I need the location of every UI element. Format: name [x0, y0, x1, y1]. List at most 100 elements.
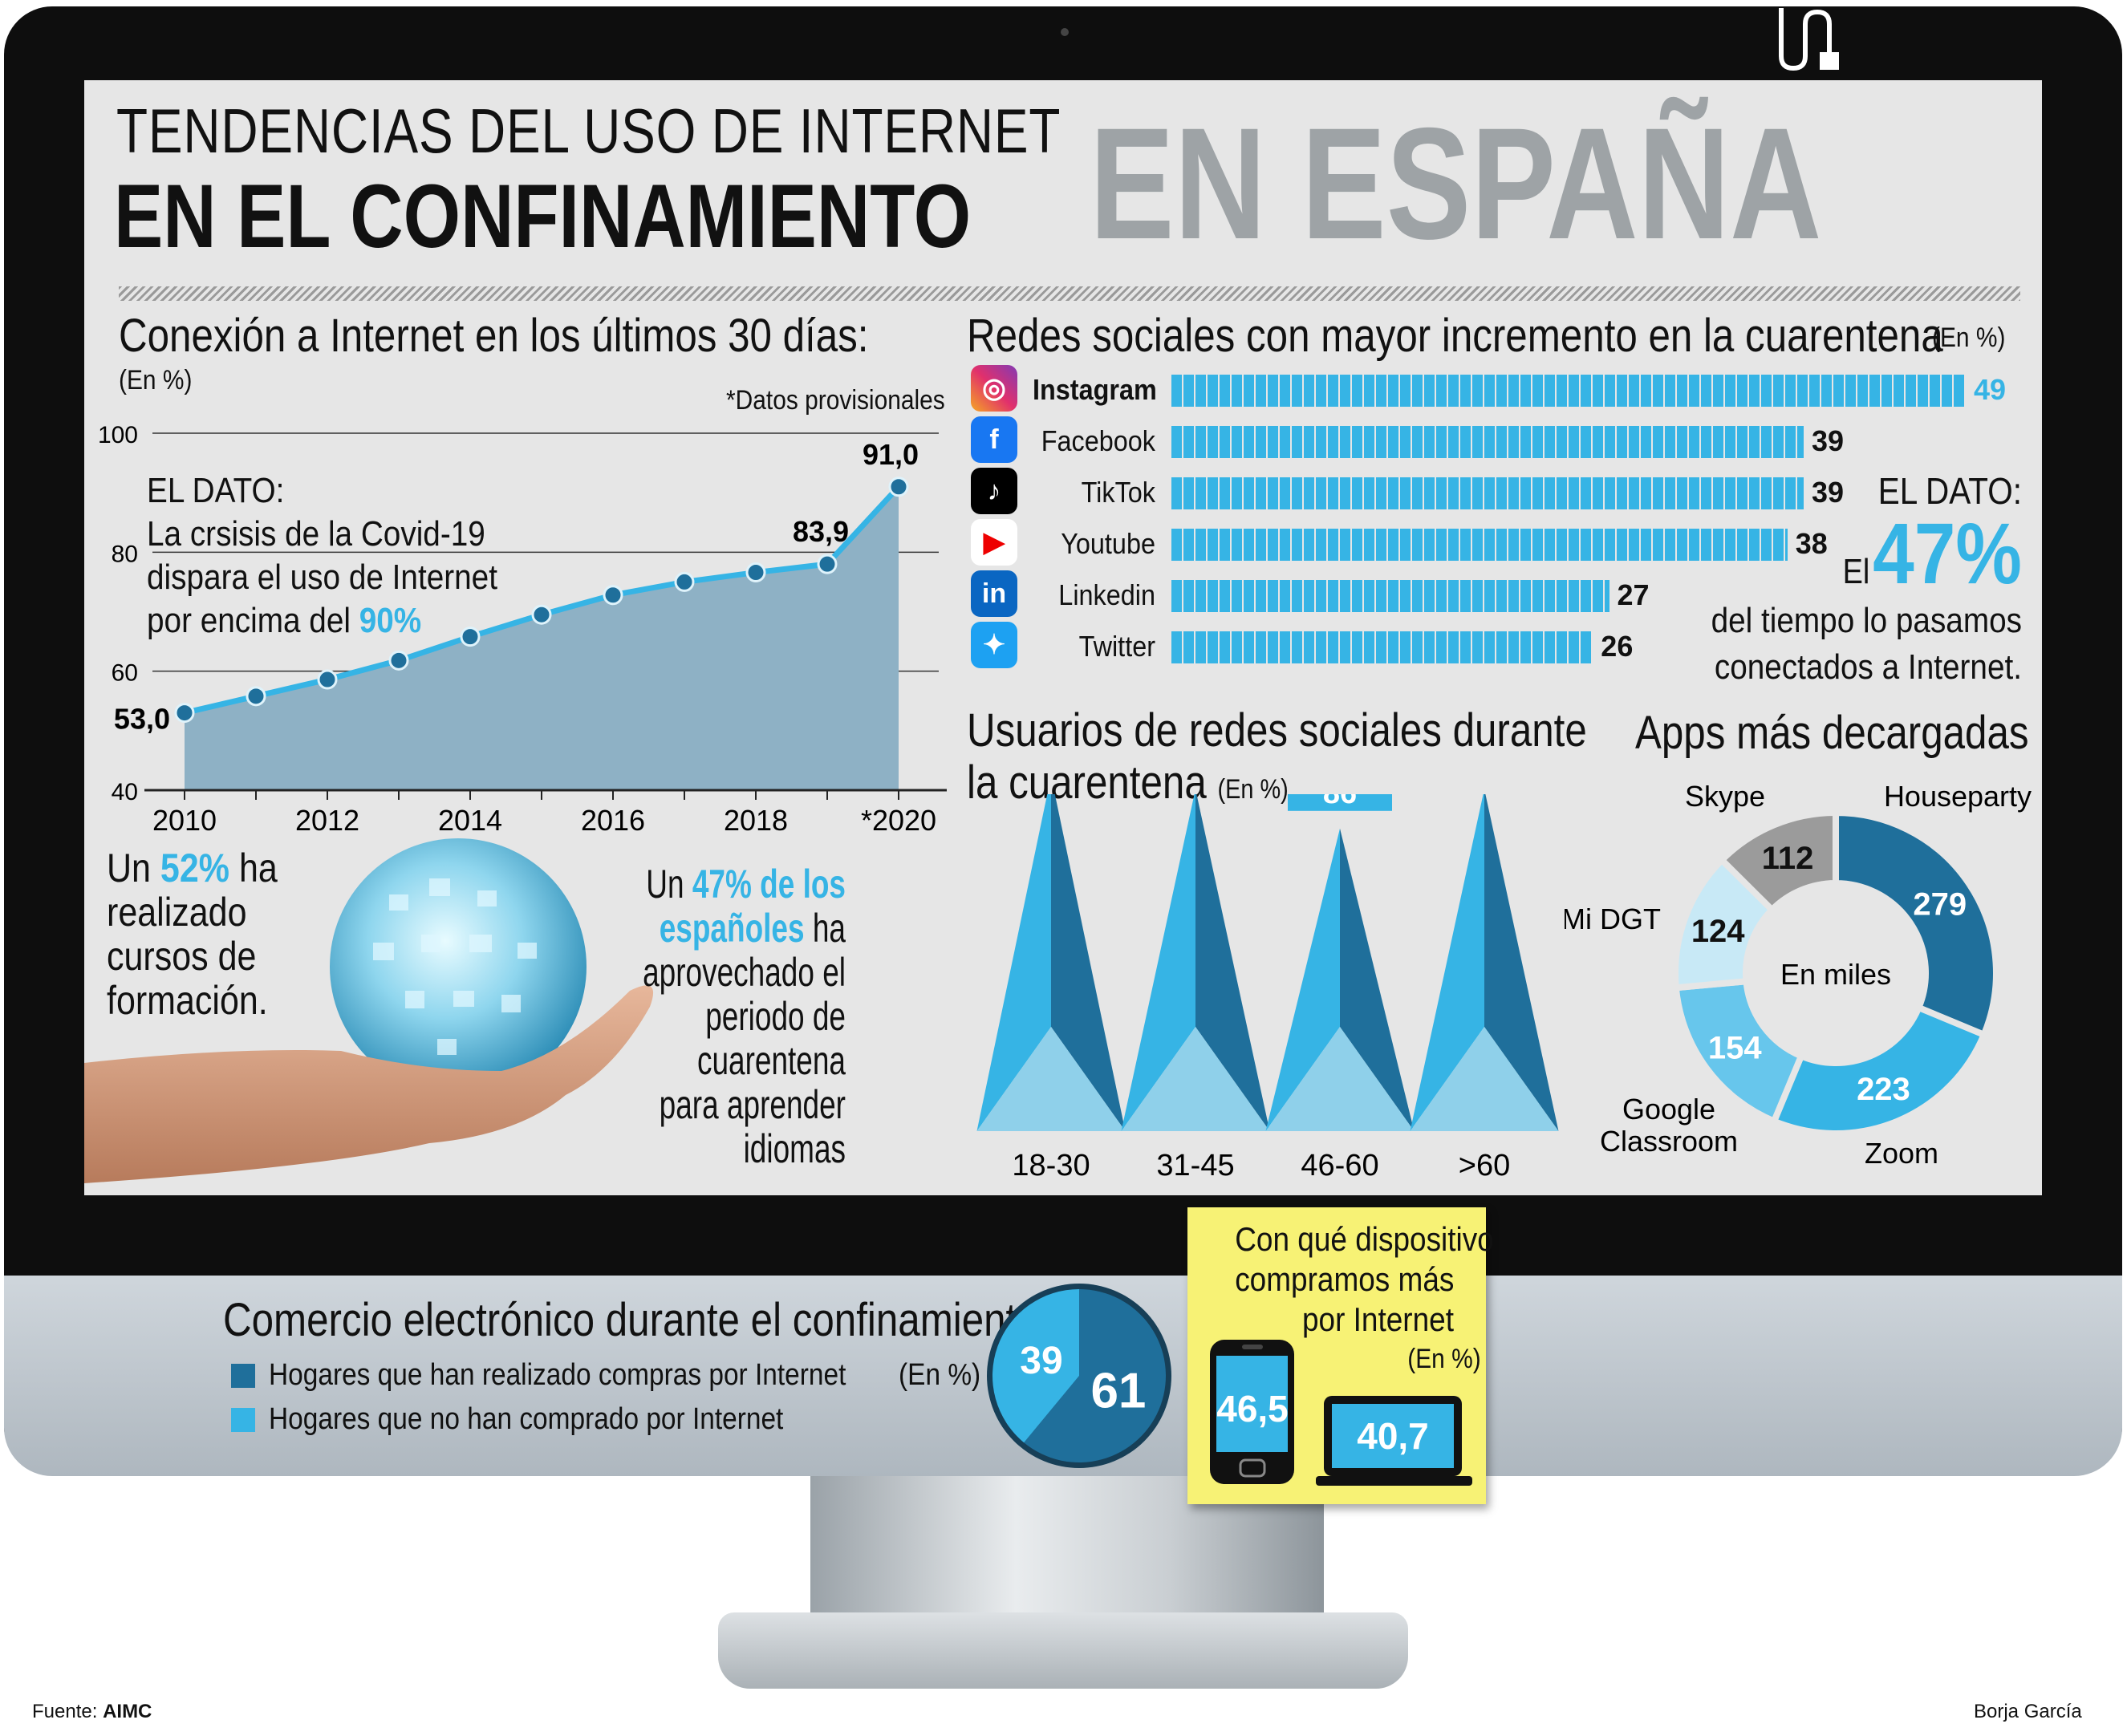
x-tick-label: 2010 [152, 804, 217, 837]
footer-source: Fuente: AIMC [32, 1701, 152, 1723]
legend-not-swatch [231, 1408, 255, 1432]
title-line1: TENDENCIAS DEL USO DE INTERNET [116, 95, 1061, 166]
social-bar-chart: ◎ Instagram 49 f Facebook 39 ♪ TikTok 39 ▶ Youtube… [963, 365, 2022, 678]
languages-hl1: 47% de los [692, 862, 846, 907]
data-point [674, 571, 695, 592]
peak-category-label: 46-60 [1301, 1149, 1378, 1179]
courses-value: 52% [160, 846, 229, 890]
connection-dato-line3: por encima del [147, 601, 351, 640]
languages-text: Un 47% de los españoles ha aprovechado e… [570, 862, 846, 1171]
data-point [246, 686, 266, 707]
connection-dato-title: EL DATO: [147, 471, 285, 510]
users-heading1: Usuarios de redes sociales durante [967, 704, 1587, 756]
pie-value-label: 39 [1020, 1340, 1062, 1382]
languages-line5: cuarentena [696, 1038, 846, 1083]
data-point [817, 554, 838, 574]
courses-text: Un 52% ha realizado cursos de formación. [107, 846, 278, 1023]
twitter-icon: ✦ [971, 622, 1017, 668]
device-line2: compramos más [1235, 1260, 1455, 1298]
globe-hand-illustration [84, 838, 654, 1183]
data-point [531, 604, 552, 625]
donut-value-label: 112 [1762, 841, 1814, 876]
donut-category-label: Classroom [1600, 1125, 1738, 1158]
social-bar-value: 38 [1795, 527, 1828, 560]
pie-slice [992, 1289, 1079, 1443]
data-point [174, 703, 195, 724]
hatch-divider [119, 286, 2020, 301]
data-point [460, 627, 481, 647]
data-point [388, 650, 409, 671]
connection-note: *Datos provisionales [726, 385, 945, 416]
pie-value-label: 61 [1090, 1364, 1146, 1419]
y-tick-label: 100 [98, 422, 138, 448]
social-bar [1171, 631, 1593, 663]
peak-category-label: 31-45 [1156, 1149, 1234, 1179]
social-bar-value: 39 [1811, 476, 1844, 509]
footer-author: Borja García [1974, 1701, 2082, 1722]
camera-icon [1061, 28, 1069, 36]
commerce-unit: (En %) [899, 1358, 981, 1392]
x-tick-label: 2012 [295, 804, 359, 837]
dato2-title: EL DATO: [1877, 470, 2022, 512]
dato2-line1: del tiempo lo pasamos [1711, 601, 2022, 640]
social-bar [1171, 529, 1788, 561]
courses-pre: Un [107, 846, 151, 890]
footer-source-label: Fuente: [32, 1701, 98, 1722]
languages-line6: para aprender [659, 1082, 846, 1127]
peak-front-face [1410, 1027, 1559, 1131]
donut-category-label: Mi DGT [1565, 902, 1661, 935]
languages-line7: idiomas [743, 1126, 846, 1171]
y-tick-label: 60 [112, 660, 138, 687]
donut-slice [1717, 809, 1839, 915]
users-peak-chart: 9418-309231-458646-6092>60 [976, 794, 1559, 1179]
social-bar-value: 49 [1974, 373, 2007, 406]
dato2-block: EL DATO: El 47% del tiempo lo pasamos co… [1661, 469, 2022, 691]
commerce-pie-chart: 61 39 [987, 1284, 1171, 1468]
commerce-heading: Comercio electrónico durante el confinam… [223, 1294, 1050, 1346]
device-unit: (En %) [1407, 1344, 1481, 1374]
courses-line2: realizado [107, 890, 247, 935]
connection-dato-line1: La crsisis de la Covid-19 [147, 514, 485, 554]
social-bar-category: Youtube [1061, 527, 1155, 560]
donut-value-label: 279 [1913, 886, 1967, 922]
data-label: 83,9 [793, 515, 849, 548]
social-bar [1171, 375, 1966, 407]
peak-right-face [1195, 794, 1270, 1131]
peak-left-face [1410, 794, 1484, 1131]
data-point [745, 562, 766, 583]
social-bar-value: 27 [1617, 578, 1650, 611]
connection-dato-line2: dispara el uso de Internet [147, 558, 497, 597]
cable-icon [1779, 8, 1839, 71]
y-tick-label: 40 [112, 779, 138, 805]
dato2-line2: conectados a Internet. [1714, 647, 2022, 687]
connection-dato-highlight: 90% [359, 601, 422, 640]
users-heading2: la cuarentena (En %) [967, 756, 1289, 809]
apps-heading: Apps más decargadas [1635, 707, 2029, 759]
dato2-value: 47% [1873, 505, 2022, 602]
apps-donut-chart: 279 223 154 124 112 En miles Houseparty Zoom Goo… [1565, 782, 2032, 1170]
peak-right-face [1484, 794, 1559, 1131]
title-line3: EN ESPAÑA [1090, 95, 1822, 272]
donut-value-label: 223 [1857, 1072, 1910, 1107]
languages-hl2: españoles [659, 906, 805, 951]
languages-pre: Un [646, 862, 684, 907]
peak-left-face [1121, 794, 1195, 1131]
social-bar-category: TikTok [1081, 476, 1155, 509]
donut-center-label: En miles [1780, 958, 1891, 991]
social-bar [1171, 477, 1804, 509]
users-unit: (En %) [1217, 774, 1289, 805]
peak-category-label: 18-30 [1012, 1149, 1090, 1179]
instagram-icon: ◎ [971, 365, 1017, 412]
monitor-base [718, 1612, 1408, 1689]
social-unit: (En %) [1932, 322, 2006, 353]
device-postit: Con qué dispositivo compramos más por In… [1187, 1207, 1494, 1504]
linkedin-icon: in [971, 570, 1017, 617]
devices-illustration: 46,5 40,7 [1210, 1340, 1472, 1486]
peak-category-label: >60 [1459, 1149, 1510, 1179]
data-point [317, 669, 338, 690]
footer-source-name: AIMC [103, 1701, 152, 1722]
social-bar [1171, 580, 1609, 612]
social-bar-category: Twitter [1078, 630, 1155, 663]
data-label: 53,0 [114, 703, 170, 736]
dato2-pre: El [1842, 552, 1870, 591]
